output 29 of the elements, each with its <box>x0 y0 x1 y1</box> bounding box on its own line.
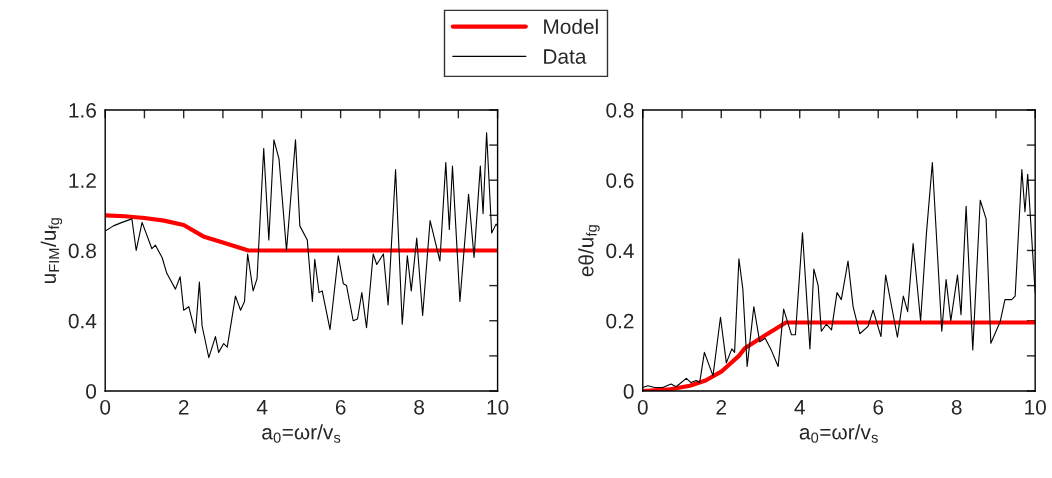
legend-label: Model <box>544 18 598 35</box>
y-tick-label: 0 <box>623 384 634 399</box>
line-series <box>105 213 498 253</box>
x-tick-label: 0 <box>100 399 111 415</box>
y-axis-title: eθ/u$_{fg}$ <box>578 225 600 277</box>
y-tick-label: 0.4 <box>606 243 634 259</box>
y-tick-label: 0 <box>86 384 97 399</box>
x-tick-label: 2 <box>178 399 189 415</box>
x-axis-title: a$_{0}$=ωr/v$_{s}$ <box>262 424 341 443</box>
x-tick-label: 2 <box>716 399 726 415</box>
x-tick-label: 8 <box>414 399 424 415</box>
y-tick-label: 1.2 <box>69 173 96 188</box>
y-tick-label: 0.8 <box>606 102 634 118</box>
y-tick-label: 0.4 <box>68 313 97 329</box>
y-axis-title: u$_{FIM}$/u$_{fg}$ <box>40 218 63 284</box>
x-tick-label: 6 <box>873 399 884 415</box>
y-tick-label: 0.2 <box>606 313 634 329</box>
x-tick-label: 4 <box>794 400 805 415</box>
x-tick-label: 0 <box>637 399 648 415</box>
x-tick-label: 6 <box>335 399 346 415</box>
x-tick-label: 10 <box>1025 399 1046 415</box>
x-tick-label: 10 <box>487 399 509 415</box>
x-axis-title: a$_{0}$=ωr/v$_{s}$ <box>799 424 878 443</box>
y-tick-label: 1.6 <box>69 102 96 118</box>
y-tick-label: 0.6 <box>606 173 634 188</box>
x-tick-label: 8 <box>951 399 962 415</box>
y-tick-label: 0.8 <box>68 243 96 259</box>
legend-label: Data <box>544 49 587 64</box>
x-tick-label: 4 <box>256 400 268 415</box>
